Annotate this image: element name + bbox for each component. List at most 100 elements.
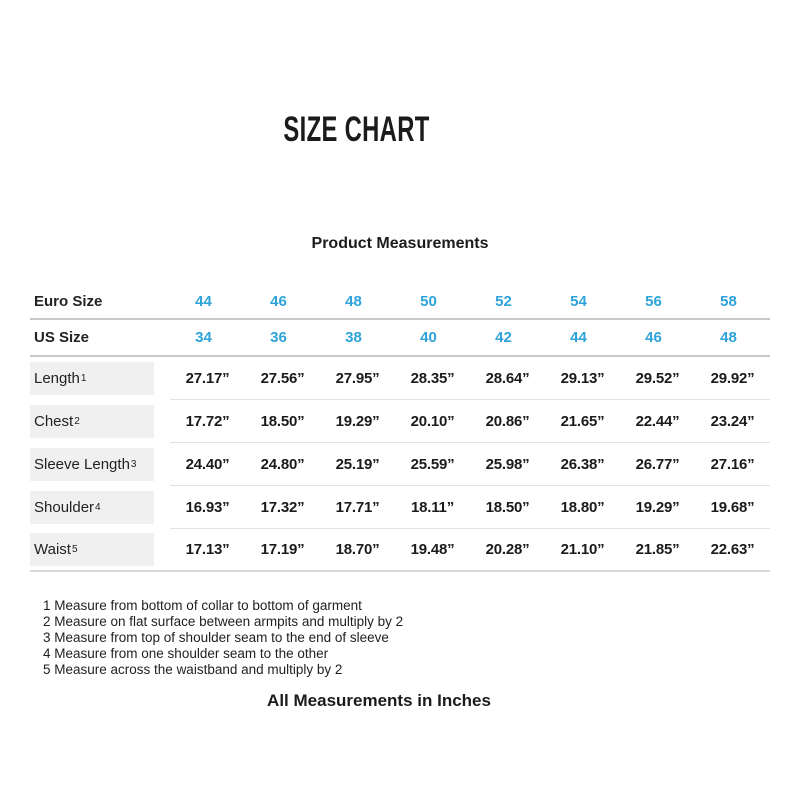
row-label-waist: Waist 5 bbox=[30, 533, 154, 566]
sleeve-length-values: 24.40” 24.80” 25.19” 25.59” 25.98” 26.38… bbox=[170, 443, 770, 486]
row-label-chest: Chest 2 bbox=[30, 405, 154, 438]
length-values: 27.17” 27.56” 27.95” 28.35” 28.64” 29.13… bbox=[170, 357, 770, 400]
sleeve-length-value: 25.19” bbox=[335, 455, 380, 473]
footnote-line: 5 Measure across the waistband and multi… bbox=[43, 662, 343, 677]
us-size-value: 48 bbox=[720, 329, 737, 346]
length-value: 27.56” bbox=[260, 369, 305, 387]
page-title-text: SIZE CHART bbox=[282, 110, 430, 149]
length-value: 29.92” bbox=[710, 369, 755, 387]
table-row-length: Length 1 27.17” 27.56” 27.95” 28.35” 28.6… bbox=[30, 357, 770, 400]
euro-size-value: 48 bbox=[345, 292, 362, 310]
shoulder-value: 17.32” bbox=[260, 498, 305, 516]
shoulder-value: 16.93” bbox=[185, 498, 230, 516]
chest-value: 17.72” bbox=[185, 412, 230, 430]
shoulder-values: 16.93” 17.32” 17.71” 18.11” 18.50” 18.80… bbox=[170, 486, 770, 529]
us-size-value: 36 bbox=[270, 329, 287, 346]
shoulder-value: 19.68” bbox=[710, 498, 755, 516]
shoulder-value: 18.11” bbox=[410, 498, 454, 516]
footnote-line: 3 Measure from top of shoulder seam to t… bbox=[43, 630, 389, 645]
row-label-sleeve-length: Sleeve Length 3 bbox=[30, 448, 154, 481]
length-value: 28.64” bbox=[485, 369, 530, 387]
column-gutter bbox=[154, 486, 170, 529]
euro-size-value: 58 bbox=[720, 292, 737, 310]
column-gutter bbox=[154, 529, 170, 570]
row-label-cell: Sleeve Length 3 bbox=[30, 443, 154, 486]
us-size-value: 34 bbox=[195, 329, 212, 346]
euro-size-value: 52 bbox=[495, 292, 512, 310]
row-label-length: Length 1 bbox=[30, 362, 154, 395]
table-subtitle: Product Measurements bbox=[311, 235, 489, 252]
euro-size-values: 44 46 48 50 52 54 56 58 bbox=[166, 284, 770, 318]
column-gutter bbox=[154, 443, 170, 486]
chest-value: 18.50” bbox=[260, 412, 305, 430]
row-label-cell: Length 1 bbox=[30, 357, 154, 400]
table-row-sleeve-length: Sleeve Length 3 24.40” 24.80” 25.19” 25.5… bbox=[30, 443, 770, 486]
euro-size-value: 50 bbox=[420, 292, 437, 310]
waist-value: 18.70” bbox=[335, 541, 380, 558]
euro-size-value: 54 bbox=[570, 292, 587, 310]
waist-value: 17.13” bbox=[185, 541, 230, 558]
euro-size-value: 46 bbox=[270, 292, 287, 310]
table-row-euro-size: Euro Size 44 46 48 50 52 54 56 58 bbox=[30, 284, 770, 320]
waist-value: 21.85” bbox=[635, 541, 680, 558]
row-label-cell: Waist 5 bbox=[30, 529, 154, 570]
euro-size-value: 56 bbox=[645, 292, 662, 310]
shoulder-value: 18.80” bbox=[560, 498, 605, 516]
us-size-values: 34 36 38 40 42 44 46 48 bbox=[166, 320, 770, 355]
footnote-line: 2 Measure on flat surface between armpit… bbox=[43, 614, 404, 629]
chest-value: 20.10” bbox=[410, 412, 455, 430]
measurement-footnotes: 1 Measure from bottom of collar to botto… bbox=[43, 598, 403, 678]
row-label-cell: Shoulder 4 bbox=[30, 486, 154, 529]
length-value: 27.17” bbox=[185, 369, 230, 387]
table-row-us-size: US Size 34 36 38 40 42 44 46 48 bbox=[30, 320, 770, 357]
page-title: SIZE CHART bbox=[0, 110, 712, 150]
chest-value: 22.44” bbox=[635, 412, 680, 430]
length-value: 29.52” bbox=[635, 369, 680, 387]
waist-value: 19.48” bbox=[410, 541, 455, 558]
chest-value: 20.86” bbox=[485, 412, 530, 430]
row-label-text: Length bbox=[34, 370, 80, 387]
row-label-text: Sleeve Length bbox=[34, 456, 130, 473]
units-note: All Measurements in Inches bbox=[267, 691, 491, 710]
waist-value: 22.63” bbox=[710, 541, 755, 558]
shoulder-value: 18.50” bbox=[485, 498, 530, 516]
us-size-value: 42 bbox=[495, 329, 512, 346]
row-label-text: Waist bbox=[34, 541, 71, 558]
waist-value: 20.28” bbox=[485, 541, 530, 558]
table-row-chest: Chest 2 17.72” 18.50” 19.29” 20.10” 20.86… bbox=[30, 400, 770, 443]
waist-value: 17.19” bbox=[260, 541, 305, 558]
length-value: 27.95” bbox=[335, 369, 380, 387]
sleeve-length-value: 26.38” bbox=[560, 455, 605, 473]
sleeve-length-value: 26.77” bbox=[635, 455, 680, 473]
chest-value: 23.24” bbox=[710, 412, 755, 430]
row-label-cell: Chest 2 bbox=[30, 400, 154, 443]
column-gutter bbox=[154, 357, 170, 400]
column-gutter bbox=[154, 400, 170, 443]
us-size-value: 44 bbox=[570, 329, 587, 346]
shoulder-value: 17.71” bbox=[335, 498, 380, 516]
us-size-value: 40 bbox=[420, 329, 437, 346]
sleeve-length-value: 24.80” bbox=[260, 455, 305, 473]
euro-size-value: 44 bbox=[195, 292, 212, 310]
waist-value: 21.10” bbox=[560, 541, 605, 558]
row-label-text: Chest bbox=[34, 413, 74, 430]
footnote-line: 4 Measure from one shoulder seam to the … bbox=[43, 646, 329, 661]
waist-values: 17.13” 17.19” 18.70” 19.48” 20.28” 21.10… bbox=[170, 529, 770, 570]
us-size-value: 38 bbox=[345, 329, 362, 346]
chest-value: 21.65” bbox=[560, 412, 605, 430]
row-label-us-size: US Size bbox=[34, 329, 90, 346]
row-label-shoulder: Shoulder 4 bbox=[30, 491, 154, 524]
row-label-euro-size: Euro Size bbox=[34, 292, 103, 310]
column-gutter bbox=[150, 320, 166, 355]
row-label-text: Shoulder bbox=[34, 499, 95, 516]
table-row-waist: Waist 5 17.13” 17.19” 18.70” 19.48” 20.28… bbox=[30, 529, 770, 572]
size-chart-table: Euro Size 44 46 48 50 52 54 56 58 US Siz… bbox=[30, 284, 770, 572]
us-size-value: 46 bbox=[645, 329, 662, 346]
chest-values: 17.72” 18.50” 19.29” 20.10” 20.86” 21.65… bbox=[170, 400, 770, 443]
sleeve-length-value: 24.40” bbox=[185, 455, 230, 473]
table-row-shoulder: Shoulder 4 16.93” 17.32” 17.71” 18.11” 18… bbox=[30, 486, 770, 529]
column-gutter bbox=[150, 284, 166, 318]
sleeve-length-value: 25.59” bbox=[410, 455, 455, 473]
sleeve-length-value: 25.98” bbox=[485, 455, 530, 473]
